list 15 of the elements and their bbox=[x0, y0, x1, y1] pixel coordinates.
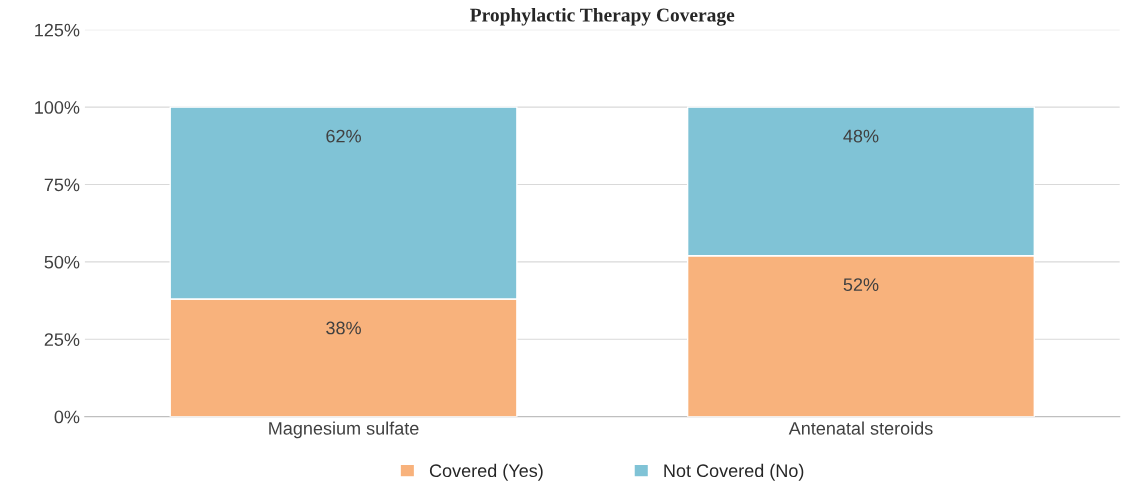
legend-label: Covered (Yes) bbox=[429, 463, 543, 481]
y-tick-label: 75% bbox=[44, 178, 80, 192]
y-tick-label: 100% bbox=[35, 101, 80, 114]
y-tick-label: 25% bbox=[44, 333, 80, 346]
data-label: 38% bbox=[326, 321, 361, 335]
y-tick-label: 0% bbox=[54, 410, 80, 424]
x-tick-label: Magnesium sulfate bbox=[269, 421, 419, 439]
x-tick-label: Antenatal steroids bbox=[788, 421, 933, 435]
legend-label: Not Covered (No) bbox=[664, 463, 804, 481]
y-tick-label: 125% bbox=[35, 23, 80, 37]
chart-title: Prophylactic Therapy Coverage bbox=[470, 7, 735, 26]
data-label: 62% bbox=[326, 129, 361, 143]
data-label: 52% bbox=[843, 278, 879, 292]
y-tick-label: 50% bbox=[44, 255, 80, 269]
data-label: 48% bbox=[843, 129, 879, 143]
